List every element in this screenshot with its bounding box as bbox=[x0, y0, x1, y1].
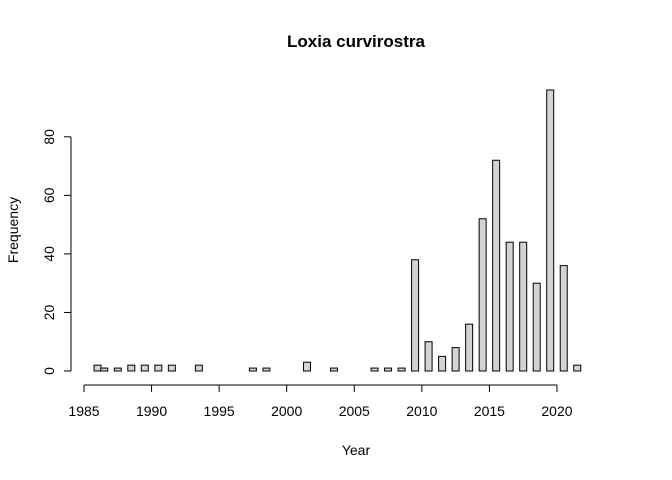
bar bbox=[370, 367, 379, 372]
bar bbox=[397, 367, 406, 372]
chart-title: Loxia curvirostra bbox=[287, 32, 425, 51]
bar bbox=[492, 159, 501, 372]
bar bbox=[465, 323, 474, 372]
bar bbox=[384, 367, 393, 372]
bar bbox=[113, 367, 122, 372]
x-tick-label: 2010 bbox=[406, 403, 437, 419]
y-axis-label: Frequency bbox=[5, 197, 21, 263]
bar bbox=[127, 364, 136, 372]
y-tick-label: 20 bbox=[41, 304, 57, 320]
x-tick-label: 2015 bbox=[474, 403, 505, 419]
bar bbox=[248, 367, 257, 372]
x-tick-label: 2020 bbox=[541, 403, 572, 419]
bar bbox=[505, 241, 514, 372]
bar bbox=[154, 364, 163, 372]
y-tick-label: 0 bbox=[41, 367, 57, 375]
bar bbox=[411, 259, 420, 372]
x-tick-label: 1995 bbox=[204, 403, 235, 419]
bar bbox=[302, 361, 311, 372]
bar bbox=[478, 218, 487, 372]
bar bbox=[438, 355, 447, 372]
x-tick-label: 2000 bbox=[271, 403, 302, 419]
bar bbox=[93, 364, 102, 372]
bar bbox=[532, 282, 541, 372]
bar bbox=[559, 265, 568, 372]
bar bbox=[451, 347, 460, 372]
plot-area: 1985 1990 1995 2000 2005 2010 2015 2020 0 20 40 60 8… bbox=[41, 89, 582, 419]
bar bbox=[194, 364, 203, 372]
bar bbox=[140, 364, 149, 372]
x-axis-label: Year bbox=[342, 442, 371, 458]
x-tick-label: 2005 bbox=[339, 403, 370, 419]
bar bbox=[573, 364, 582, 372]
y-tick-label: 40 bbox=[41, 246, 57, 262]
x-tick-label: 1985 bbox=[68, 403, 99, 419]
bar bbox=[546, 89, 555, 372]
bar bbox=[100, 367, 109, 372]
bar bbox=[330, 367, 338, 372]
y-tick-label: 80 bbox=[41, 129, 57, 145]
bar bbox=[519, 241, 528, 372]
y-tick-label: 60 bbox=[41, 187, 57, 203]
bar bbox=[167, 364, 176, 372]
bar bbox=[262, 367, 271, 372]
bar bbox=[424, 341, 433, 372]
x-tick-label: 1990 bbox=[136, 403, 167, 419]
